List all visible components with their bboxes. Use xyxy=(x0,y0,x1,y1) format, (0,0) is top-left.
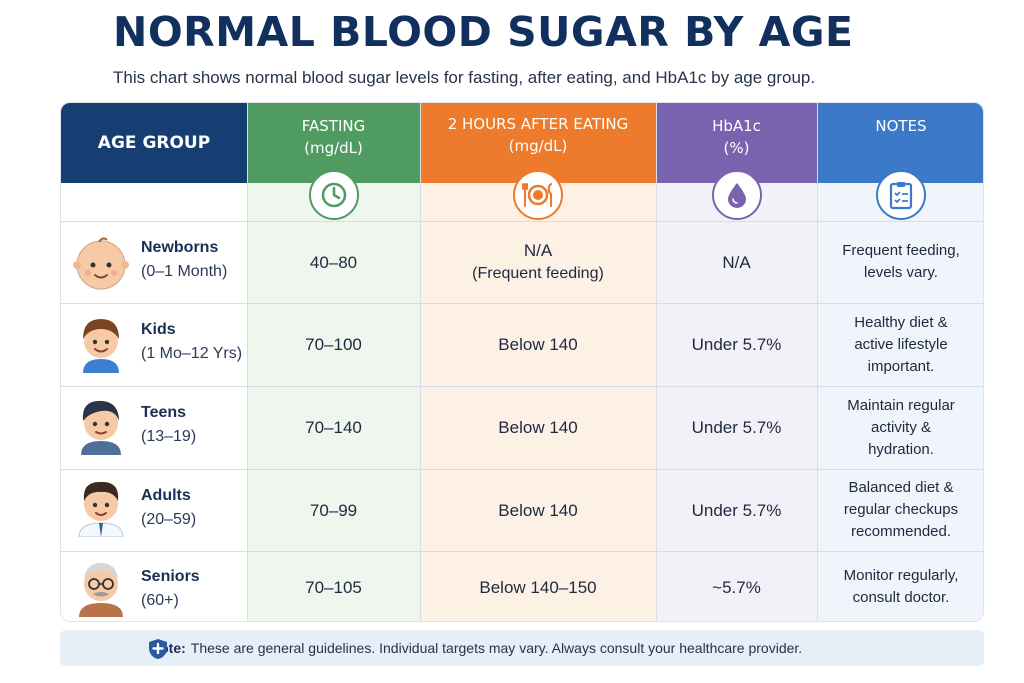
fasting-value: 70–99 xyxy=(247,469,420,551)
after-eating-value: N/A xyxy=(524,239,552,262)
notes-line: Healthy diet & xyxy=(854,312,947,334)
notes-line: Monitor regularly, xyxy=(844,565,959,587)
notes-line: hydration. xyxy=(868,439,934,461)
header-fasting-unit: (mg/dL) xyxy=(304,137,363,159)
notes-line: activity & xyxy=(871,417,931,439)
notes-line: regular checkups xyxy=(844,499,958,521)
notes-cell: Balanced diet & regular checkups recomme… xyxy=(817,469,984,551)
hba1c-value: Under 5.7% xyxy=(656,303,817,386)
notes-line: Frequent feeding, xyxy=(842,240,960,262)
header-after-eating-unit: (mg/dL) xyxy=(509,135,568,157)
footer-note-text: These are general guidelines. Individual… xyxy=(191,640,802,656)
page-title: NORMAL BLOOD SUGAR BY AGE xyxy=(113,8,854,56)
page-subtitle: This chart shows normal blood sugar leve… xyxy=(113,68,815,88)
fasting-value: 70–105 xyxy=(247,551,420,622)
notes-line: recommended. xyxy=(851,521,951,543)
hba1c-value: Under 5.7% xyxy=(656,386,817,469)
header-after-eating-label: 2 HOURS AFTER EATING xyxy=(448,113,629,135)
age-group-name: Seniors xyxy=(141,565,200,589)
header-fasting-label: FASTING xyxy=(302,115,365,137)
notes-cell: Monitor regularly, consult doctor. xyxy=(817,551,984,622)
notes-line: important. xyxy=(868,356,935,378)
age-group-name: Teens xyxy=(141,401,196,425)
notes-cell: Healthy diet & active lifestyle importan… xyxy=(817,303,984,386)
notes-line: levels vary. xyxy=(864,262,938,284)
after-eating-subtext: (Frequent feeding) xyxy=(472,262,604,285)
header-notes-label: NOTES xyxy=(875,115,926,137)
age-group-range: (0–1 Month) xyxy=(141,260,227,284)
clipboard-icon-wrap xyxy=(817,183,984,221)
header-hba1c-label: HbA1c xyxy=(712,115,761,137)
shield-icon xyxy=(148,638,168,660)
notes-line: consult doctor. xyxy=(853,587,950,609)
age-group-range: (13–19) xyxy=(141,425,196,449)
header-age-group: AGE GROUP xyxy=(61,103,247,183)
clipboard-icon xyxy=(876,170,926,220)
age-group-name: Newborns xyxy=(141,236,227,260)
notes-line: Maintain regular xyxy=(847,395,955,417)
senior-avatar-icon xyxy=(73,557,129,617)
after-eating-value: Below 140 xyxy=(420,469,656,551)
header-hba1c-unit: (%) xyxy=(724,137,750,159)
notes-cell: Frequent feeding, levels vary. xyxy=(817,221,984,303)
fasting-value: 70–140 xyxy=(247,386,420,469)
after-eating-value: Below 140 xyxy=(420,303,656,386)
drop-icon xyxy=(712,170,762,220)
notes-line: Balanced diet & xyxy=(848,477,953,499)
hba1c-value: ~5.7% xyxy=(656,551,817,622)
blood-sugar-table: AGE GROUP FASTING (mg/dL) 2 HOURS AFTER … xyxy=(60,102,984,622)
drop-icon-wrap xyxy=(656,183,817,221)
age-group-name: Adults xyxy=(141,484,196,508)
fasting-value: 70–100 xyxy=(247,303,420,386)
age-group-range: (1 Mo–12 Yrs) xyxy=(141,342,242,366)
fasting-value: 40–80 xyxy=(247,221,420,303)
age-group-name: Kids xyxy=(141,318,242,342)
plate-icon-wrap xyxy=(420,183,656,221)
notes-line: active lifestyle xyxy=(854,334,947,356)
notes-cell: Maintain regular activity & hydration. xyxy=(817,386,984,469)
teen-avatar-icon xyxy=(73,395,129,455)
adult-avatar-icon xyxy=(73,477,129,537)
kid-avatar-icon xyxy=(73,313,129,373)
header-age-group-label: AGE GROUP xyxy=(98,132,210,154)
hba1c-value: Under 5.7% xyxy=(656,469,817,551)
after-eating-value: Below 140–150 xyxy=(420,551,656,622)
clock-icon-wrap xyxy=(247,183,420,221)
age-group-range: (20–59) xyxy=(141,508,196,532)
after-eating-value: Below 140 xyxy=(420,386,656,469)
clock-icon xyxy=(309,170,359,220)
hba1c-value: N/A xyxy=(656,221,817,303)
footer-note: Note: These are general guidelines. Indi… xyxy=(60,630,984,666)
plate-icon xyxy=(513,170,563,220)
age-group-range: (60+) xyxy=(141,589,200,613)
after-eating-cell: N/A (Frequent feeding) xyxy=(420,221,656,303)
baby-avatar-icon xyxy=(73,233,129,293)
